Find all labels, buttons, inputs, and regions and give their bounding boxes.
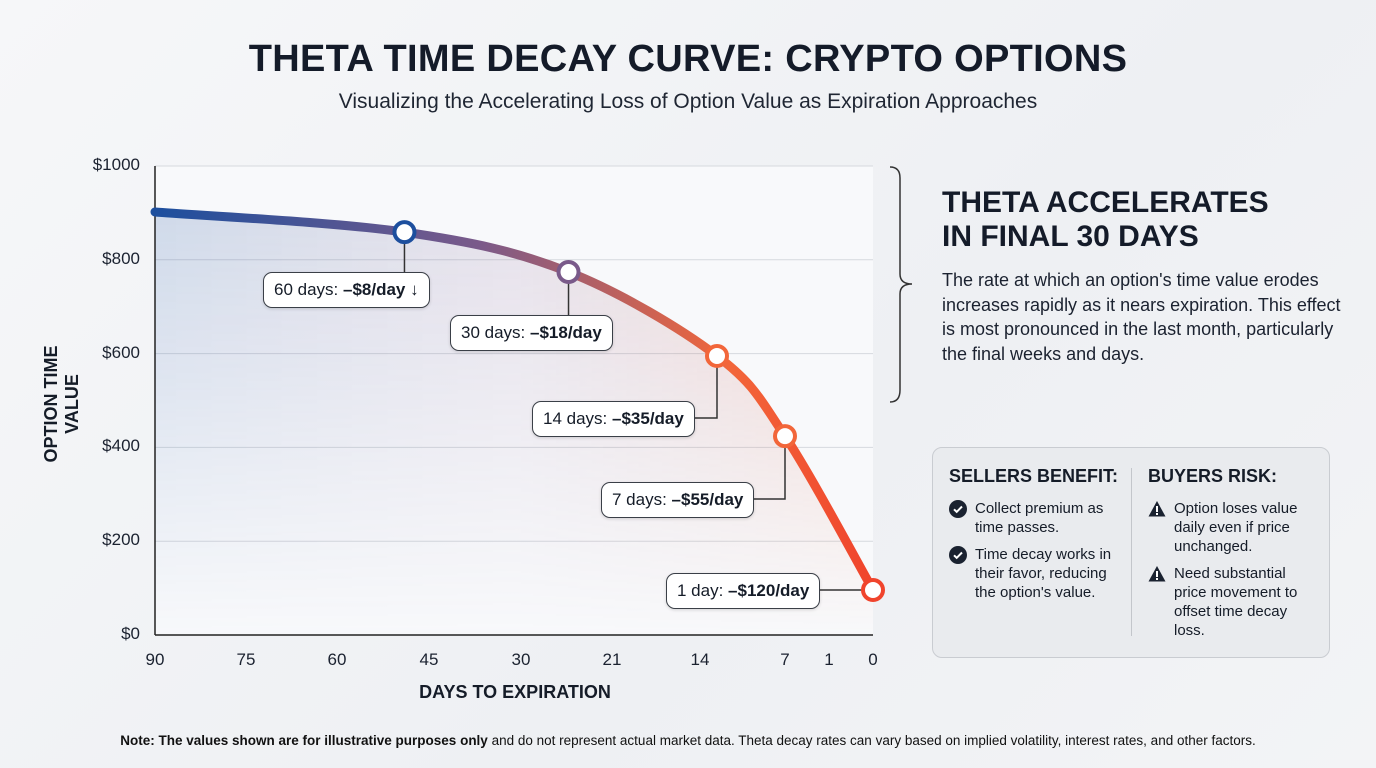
data-point bbox=[556, 259, 581, 284]
sellers-item: Collect premium as time passes. bbox=[949, 499, 1124, 537]
side-paragraph: The rate at which an option's time value… bbox=[942, 270, 1341, 364]
buyers-item-text: Option loses value daily even if price u… bbox=[1174, 500, 1298, 555]
callout-days: 7 days: bbox=[612, 490, 672, 509]
chart-title: THETA TIME DECAY CURVE: CRYPTO OPTIONS bbox=[248, 38, 1128, 80]
x-tick-label: 21 bbox=[602, 650, 622, 669]
callout-connector bbox=[695, 355, 718, 419]
x-tick-label: 1 bbox=[824, 650, 834, 669]
data-point bbox=[705, 343, 729, 368]
buyers-title: BUYERS RISK: bbox=[1148, 466, 1278, 486]
sellers-item-text: Time decay works in their favor, reducin… bbox=[975, 546, 1112, 601]
x-tick-label: 30 bbox=[511, 650, 531, 669]
sellers-item: Time decay works in their favor, reducin… bbox=[949, 545, 1124, 602]
data-point bbox=[773, 424, 797, 449]
callout-rate: –$35/day bbox=[612, 409, 684, 428]
footnote: Note: The values shown are for illustrat… bbox=[0, 733, 1376, 748]
x-tick-label: 14 bbox=[690, 650, 710, 669]
callout-label: 14 days: –$35/day bbox=[532, 401, 695, 437]
x-tick-label: 60 bbox=[327, 650, 347, 669]
data-point bbox=[861, 577, 885, 602]
y-tick-label: $600 bbox=[102, 342, 140, 362]
footnote-text: and do not represent actual market data.… bbox=[487, 733, 1256, 748]
buyers-item: Need substantial price movement to offse… bbox=[1148, 564, 1318, 640]
side-heading-line1: THETA ACCELERATES bbox=[942, 186, 1269, 219]
bracket-icon bbox=[889, 166, 913, 403]
side-heading-line2: IN FINAL 30 DAYS bbox=[942, 220, 1199, 253]
decay-curve bbox=[150, 207, 878, 595]
divider bbox=[1131, 468, 1132, 636]
side-heading: THETA ACCELERATES IN FINAL 30 DAYS bbox=[942, 186, 1269, 254]
y-tick-label: $800 bbox=[102, 248, 140, 268]
curve-area bbox=[155, 211, 873, 635]
y-tick-label: $200 bbox=[102, 530, 140, 550]
x-tick-label: 7 bbox=[780, 650, 790, 669]
check-circle-icon bbox=[949, 546, 967, 564]
callout-rate: –$55/day bbox=[671, 490, 744, 509]
footnote-bold: Note: The values shown are for illustrat… bbox=[120, 733, 488, 748]
callout-connector bbox=[754, 436, 786, 500]
callout-days: 14 days: bbox=[543, 409, 612, 428]
callout-label: 60 days: –$8/day ↓ bbox=[263, 272, 430, 308]
callout-days: 60 days: bbox=[274, 280, 343, 299]
warning-icon bbox=[1148, 566, 1166, 582]
buyers-item-text: Need substantial price movement to offse… bbox=[1174, 565, 1298, 639]
y-axis-title: OPTION TIME VALUE bbox=[41, 345, 82, 463]
sellers-buyers-panel: SELLERS BENEFIT: Collect premium as time… bbox=[932, 447, 1330, 658]
callout-label: 30 days: –$18/day bbox=[450, 315, 613, 351]
x-tick-label: 75 bbox=[236, 650, 256, 669]
data-point bbox=[392, 220, 417, 245]
callout-rate: –$18/day bbox=[530, 323, 602, 342]
buyers-column: BUYERS RISK: Option loses value daily ev… bbox=[1148, 466, 1318, 648]
check-circle-icon bbox=[949, 500, 967, 518]
sellers-title: SELLERS BENEFIT: bbox=[949, 466, 1119, 486]
down-arrow-icon: ↓ bbox=[405, 280, 419, 299]
callout-label: 1 day: –$120/day bbox=[666, 573, 821, 609]
x-tick-label: 45 bbox=[419, 650, 439, 669]
callout-rate: –$120/day bbox=[728, 581, 810, 600]
y-tick-label: $1000 bbox=[92, 155, 140, 174]
x-axis-title: DAYS TO EXPIRATION bbox=[419, 682, 611, 702]
chart-subtitle: Visualizing the Accelerating Loss of Opt… bbox=[338, 90, 1038, 113]
callout-days: 1 day: bbox=[677, 581, 729, 600]
sellers-column: SELLERS BENEFIT: Collect premium as time… bbox=[949, 466, 1124, 610]
y-tick-label: $0 bbox=[121, 624, 140, 643]
x-tick-label: 0 bbox=[868, 650, 878, 669]
callout-label: 7 days: –$55/day bbox=[601, 482, 755, 518]
y-tick-label: $400 bbox=[102, 436, 140, 456]
buyers-item: Option loses value daily even if price u… bbox=[1148, 499, 1318, 556]
sellers-item-text: Collect premium as time passes. bbox=[975, 500, 1104, 536]
callout-days: 30 days: bbox=[461, 323, 530, 342]
x-tick-label: 90 bbox=[145, 650, 165, 669]
warning-icon bbox=[1148, 501, 1166, 517]
callout-rate: –$8/day bbox=[343, 280, 406, 299]
